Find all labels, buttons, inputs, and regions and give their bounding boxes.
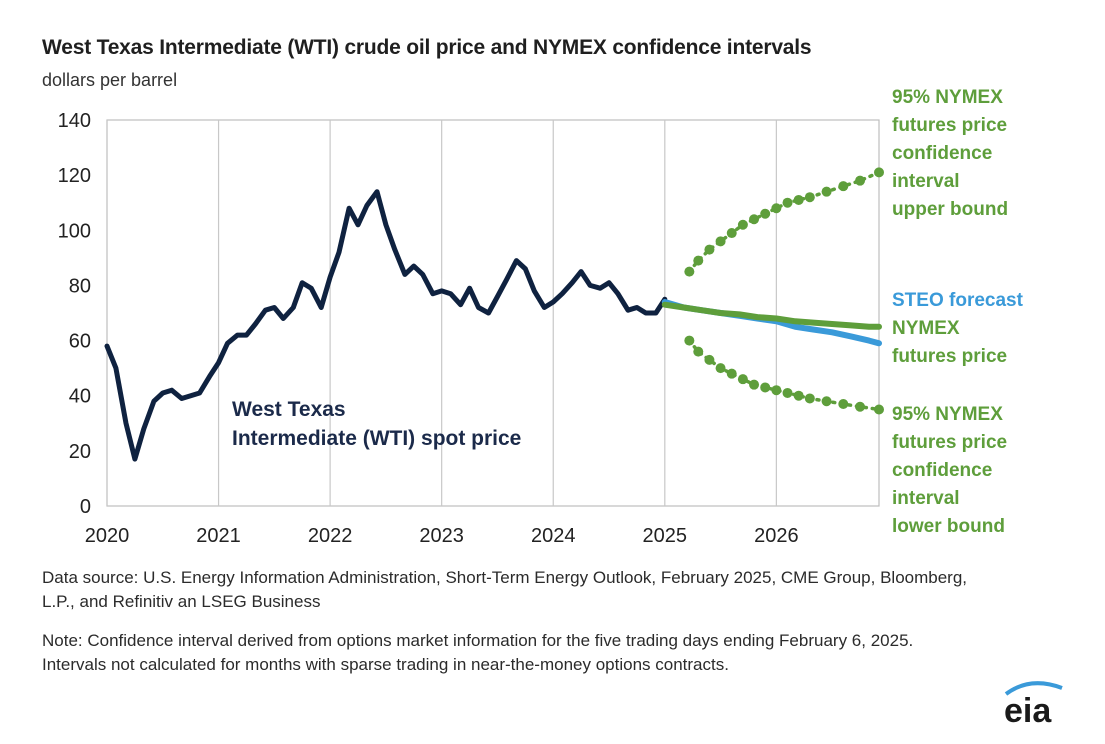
chart-title: West Texas Intermediate (WTI) crude oil …: [42, 36, 812, 59]
eia-logo-swoosh: [1004, 681, 1063, 696]
chart-series: [104, 167, 884, 462]
gridlines: [106, 119, 880, 507]
series-point: [771, 203, 782, 214]
x-tick-label: 2021: [196, 525, 241, 547]
y-tick-label: 120: [58, 165, 91, 187]
annotation-steo-forecast: STEO forecast: [892, 290, 1024, 311]
series-point: [855, 175, 866, 186]
series-line: [687, 338, 881, 412]
series-point: [838, 181, 849, 192]
series-4: [684, 335, 884, 415]
y-axis-ticks: 0 20 40 60 80 100 120 140: [58, 110, 91, 518]
series-point: [704, 354, 715, 365]
note-text: Note: Confidence interval derived from o…: [42, 631, 914, 674]
series-point: [782, 387, 793, 398]
annotation-lower-bound: futures price: [892, 432, 1007, 453]
series-3: [684, 167, 884, 277]
y-tick-label: 140: [58, 110, 91, 132]
series-point: [684, 335, 695, 346]
series-point: [838, 398, 849, 409]
eia-logo: eia: [1004, 681, 1063, 726]
y-tick-label: 20: [69, 441, 91, 463]
x-tick-label: 2024: [531, 525, 576, 547]
series-point: [693, 255, 704, 266]
annotation-wti-spot: West Texas: [232, 398, 346, 421]
annotation-upper-bound: confidence: [892, 143, 992, 164]
annotation-upper-bound: 95% NYMEX: [892, 87, 1003, 108]
annotation-lower-bound: 95% NYMEX: [892, 404, 1003, 425]
annotation-wti-spot: Intermediate (WTI) spot price: [232, 427, 521, 450]
y-tick-label: 60: [69, 331, 91, 353]
series-point: [760, 382, 771, 393]
y-tick-label: 0: [80, 496, 91, 518]
x-tick-label: 2026: [754, 525, 799, 547]
series-point: [874, 404, 884, 415]
chart-annotations: 95% NYMEX futures price confidence interval…: [232, 87, 1024, 537]
annotation-nymex-futures: futures price: [892, 346, 1007, 367]
series-0: [104, 189, 668, 462]
series-point: [804, 393, 815, 404]
x-axis-ticks: 2020 2021 2022 2023 2024 2025 2026: [85, 525, 799, 547]
series-point: [771, 385, 782, 396]
series-point: [749, 379, 760, 390]
series-point: [749, 214, 760, 225]
series-line: [104, 189, 668, 462]
x-tick-label: 2022: [308, 525, 353, 547]
series-point: [793, 390, 804, 401]
x-tick-label: 2020: [85, 525, 130, 547]
series-point: [855, 401, 866, 412]
annotation-nymex-futures: NYMEX: [892, 318, 960, 339]
eia-logo-text: eia: [1004, 692, 1052, 726]
x-tick-label: 2025: [643, 525, 688, 547]
series-point: [704, 244, 715, 255]
y-tick-label: 80: [69, 275, 91, 297]
series-point: [737, 374, 748, 385]
series-point: [693, 346, 704, 357]
x-tick-label: 2023: [419, 525, 464, 547]
annotation-lower-bound: confidence: [892, 460, 992, 481]
series-point: [821, 186, 832, 197]
series-2: [661, 301, 882, 330]
annotation-lower-bound: lower bound: [892, 516, 1005, 537]
y-tick-label: 100: [58, 220, 91, 242]
series-point: [715, 236, 726, 247]
series-line: [687, 170, 881, 274]
series-point: [804, 192, 815, 203]
series-point: [760, 208, 771, 219]
annotation-upper-bound: interval: [892, 171, 960, 192]
annotation-upper-bound: upper bound: [892, 199, 1008, 220]
series-point: [726, 228, 737, 239]
y-tick-label: 40: [69, 386, 91, 408]
data-source-text: Data source: U.S. Energy Information Adm…: [42, 568, 968, 611]
series-point: [874, 167, 884, 178]
series-point: [737, 219, 748, 230]
series-point: [793, 194, 804, 205]
annotation-lower-bound: interval: [892, 488, 960, 509]
annotation-upper-bound: futures price: [892, 115, 1007, 136]
series-point: [726, 368, 737, 379]
chart-subtitle: dollars per barrel: [42, 70, 178, 90]
series-line: [661, 301, 882, 330]
series-point: [782, 197, 793, 208]
series-point: [821, 396, 832, 407]
series-point: [715, 363, 726, 374]
series-point: [684, 266, 695, 277]
